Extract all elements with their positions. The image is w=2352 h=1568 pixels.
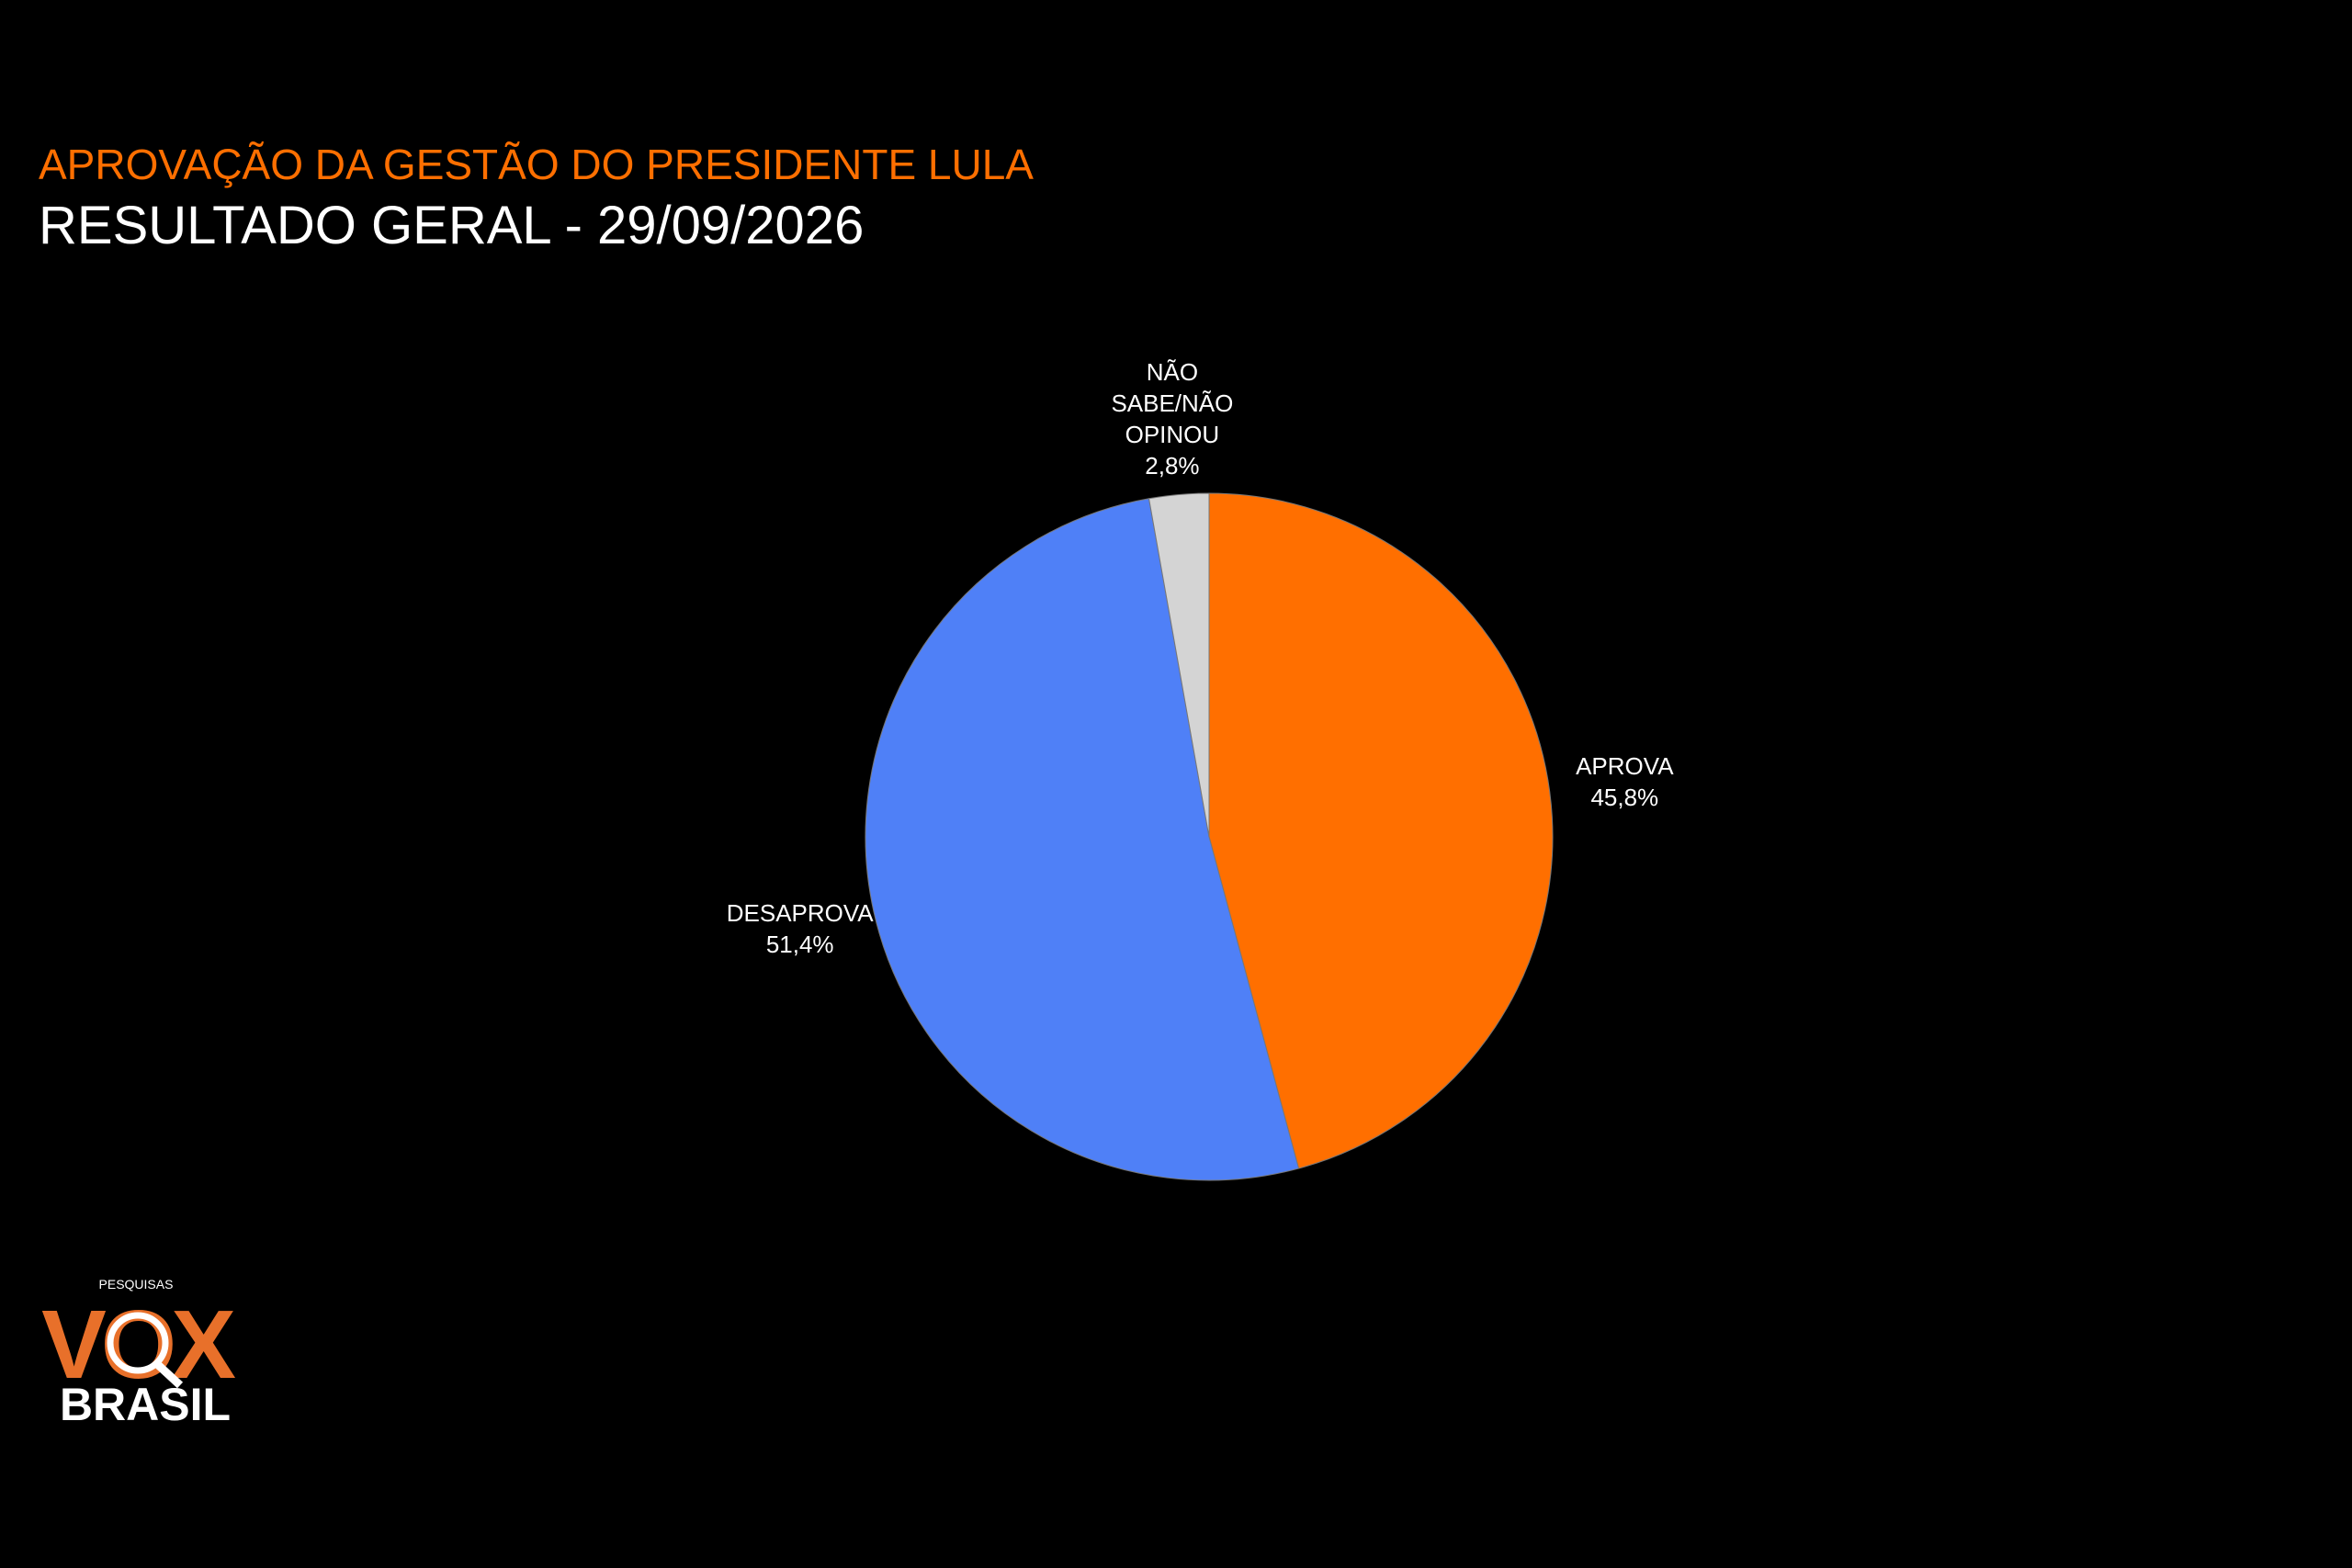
chart-subtitle: RESULTADO GERAL - 29/09/2026 [39,196,865,255]
value-label: 2,8% [1145,452,1200,480]
slice-label: APROVA 45,8% [1544,750,1705,813]
pie-slice [865,498,1300,1181]
logo-bottom: BRASIL [60,1379,231,1430]
logo-main: VOX [41,1291,235,1399]
slice-label: DESAPROVA 51,4% [719,897,880,960]
pie-slice [1148,492,1210,838]
logo-lens [107,1312,169,1374]
logo-handle [153,1359,184,1389]
pie-slice [1208,492,1554,1169]
category-label: NÃO SABE/NÃO OPINOU [1111,358,1234,449]
logo: PESQUISAS VOX BRASIL [41,1277,241,1430]
chart-title: APROVAÇÃO DA GESTÃO DO PRESIDENTE LULA [39,141,1034,188]
value-label: 45,8% [1590,783,1659,811]
value-label: 51,4% [765,930,834,958]
logo-top: PESQUISAS [99,1277,174,1292]
category-label: DESAPROVA [726,898,874,927]
category-label: APROVA [1576,751,1674,780]
slice-label: NÃO SABE/NÃO OPINOU 2,8% [1091,356,1252,481]
